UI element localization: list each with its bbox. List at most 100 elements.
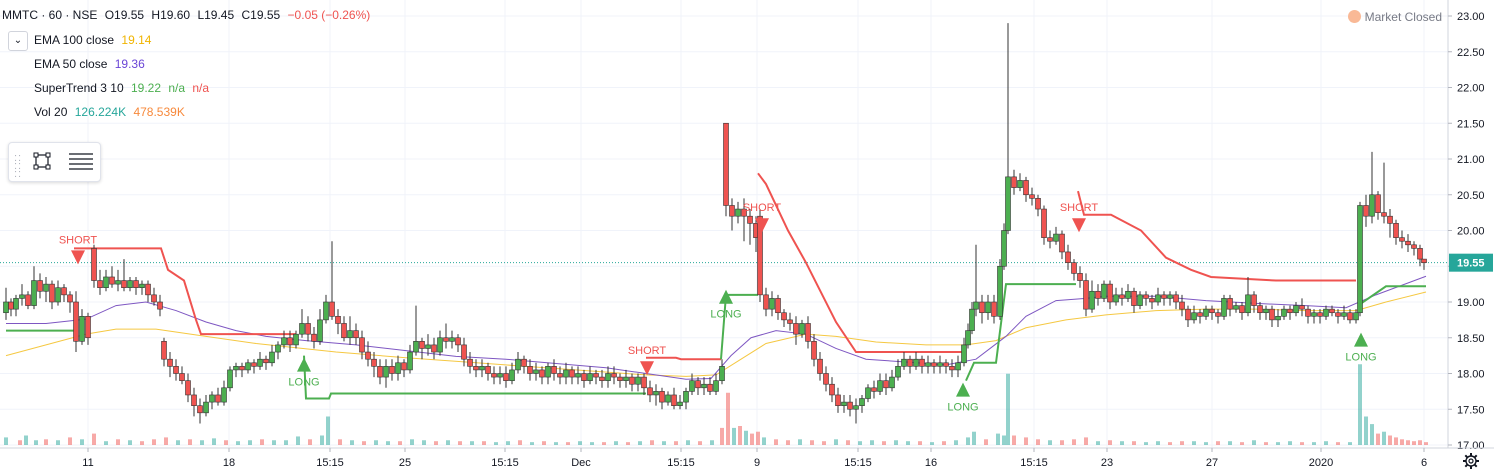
volume-bar: [308, 439, 312, 445]
indicator-extra: n/a: [168, 81, 186, 95]
change-value: −0.05 (−0.26%): [287, 8, 371, 22]
indicator-extra: 478.539K: [133, 105, 185, 119]
candle-body: [901, 358, 907, 367]
long-signal-label: LONG: [288, 377, 319, 389]
volume-bar: [996, 433, 1000, 445]
candle-body: [1095, 290, 1101, 299]
candle-body: [1347, 312, 1353, 321]
candle-body: [1323, 308, 1329, 317]
time-tick-label: 6: [1421, 457, 1427, 469]
price-tick-label: 17.50: [1457, 404, 1485, 416]
candle-body: [179, 373, 185, 381]
candle-body: [799, 323, 805, 335]
market-status[interactable]: Market Closed: [1347, 10, 1442, 24]
volume-bar: [1376, 433, 1380, 445]
candle-body: [617, 376, 623, 381]
candle-body: [1417, 248, 1423, 260]
volume-bar: [18, 440, 22, 445]
rectangle-icon[interactable]: [33, 152, 51, 170]
symbol-title[interactable]: MMTC · 60 · NSE: [2, 8, 98, 22]
candle-body: [173, 366, 179, 374]
volume-bar: [128, 440, 132, 445]
candle-body: [623, 376, 629, 381]
volume-bar: [260, 439, 264, 445]
indicator-supertrend[interactable]: SuperTrend 3 10 19.22 n/a n/a: [34, 81, 213, 95]
volume-bar: [1204, 442, 1208, 445]
candle-body: [127, 280, 133, 288]
volume-bar: [1406, 440, 1410, 445]
volume-bar: [176, 440, 180, 445]
candle-body: [913, 358, 919, 367]
volume-bar: [1312, 442, 1316, 445]
price-tick-label: 22.50: [1457, 47, 1485, 59]
gear-icon[interactable]: [1462, 452, 1480, 470]
candle-body: [635, 376, 641, 385]
time-tick-label: Dec: [571, 457, 591, 469]
collapse-legend-button[interactable]: ⌄: [8, 31, 28, 51]
volume-bar: [726, 392, 730, 445]
long-signal-label: LONG: [710, 309, 741, 321]
candle-body: [955, 362, 961, 371]
candle-body: [805, 323, 811, 342]
candle-body: [407, 351, 413, 371]
candle-body: [991, 301, 997, 317]
volume-bar: [1370, 424, 1374, 445]
last-price-badge: [1449, 253, 1493, 272]
candle-body: [719, 366, 725, 381]
candle-body: [43, 283, 49, 292]
volume-bar: [24, 435, 28, 445]
volume-bar: [972, 431, 976, 445]
indicator-ema50[interactable]: EMA 50 close 19.36: [34, 57, 149, 71]
volume-bar: [1108, 440, 1112, 445]
volume-bar: [750, 433, 754, 445]
symbol-header: MMTC · 60 · NSE O19.55 H19.60 L19.45 C19…: [2, 8, 374, 22]
drag-handle-icon[interactable]: ::::::: [14, 152, 23, 180]
candle-body: [527, 366, 533, 374]
candle-body: [133, 280, 139, 288]
candle-body: [1251, 294, 1257, 306]
candle-body: [817, 358, 823, 374]
volume-bar: [434, 441, 438, 445]
volume-bar: [578, 441, 582, 445]
supertrend-segment: [646, 356, 721, 361]
indicator-volume[interactable]: Vol 20 126.224K 478.539K: [34, 105, 189, 119]
candle-body: [973, 301, 979, 310]
candle-body: [1149, 298, 1155, 303]
candle-body: [1305, 308, 1311, 317]
candle-body: [103, 276, 109, 289]
candle-body: [479, 366, 485, 371]
candle-body: [1179, 301, 1185, 310]
candle-body: [121, 280, 127, 288]
volume-bar: [966, 437, 970, 445]
indicator-ema100[interactable]: EMA 100 close 19.14: [34, 33, 155, 47]
candle-body: [31, 280, 37, 306]
volume-bar: [296, 436, 300, 445]
time-tick-label: 16: [925, 457, 937, 469]
volume-bar: [446, 440, 450, 445]
volume-bar: [458, 441, 462, 445]
volume-bar: [1006, 373, 1010, 445]
candle-body: [335, 315, 341, 324]
indicator-value: 19.22: [130, 81, 161, 95]
volume-bar: [822, 441, 826, 445]
candle-body: [191, 394, 197, 406]
list-icon[interactable]: [69, 152, 93, 170]
candle-body: [943, 362, 949, 367]
candle-body: [1405, 240, 1411, 246]
volume-bar: [1002, 435, 1006, 445]
volume-bar: [942, 441, 946, 445]
volume-bar: [1156, 441, 1160, 445]
time-tick-label: 2020: [1309, 457, 1333, 469]
time-tick-label: 15:15: [316, 457, 344, 469]
volume-bar: [1180, 441, 1184, 445]
candle-body: [97, 280, 103, 288]
volume-bar: [1288, 441, 1292, 445]
volume-bar: [1364, 416, 1368, 445]
volume-bar: [1382, 431, 1386, 445]
long-signal-label: LONG: [1345, 352, 1376, 364]
volume-bar: [834, 439, 838, 445]
volume-bar: [326, 416, 330, 445]
candle-body: [1197, 312, 1203, 317]
candle-body: [239, 366, 245, 371]
